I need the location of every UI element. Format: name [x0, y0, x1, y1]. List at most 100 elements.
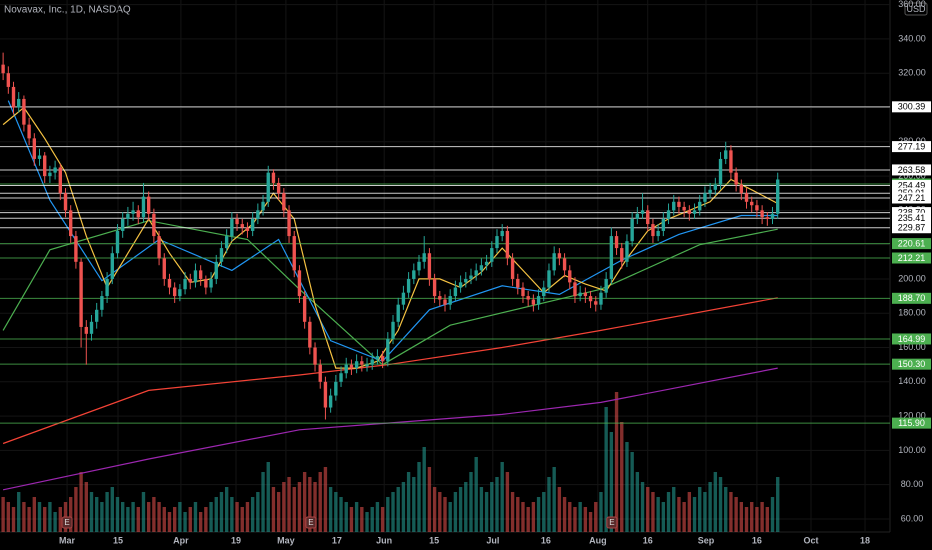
volume-bar — [110, 487, 114, 532]
candle-body — [323, 381, 328, 408]
candle-body — [568, 270, 572, 283]
volume-bar — [469, 472, 473, 532]
candle-body — [328, 395, 333, 408]
candle-body — [718, 158, 723, 185]
candle-body — [224, 236, 229, 249]
level-label: 150.30 — [898, 359, 926, 369]
candle-body — [646, 210, 650, 225]
candle-body — [271, 172, 276, 183]
currency-box[interactable] — [904, 2, 928, 16]
volume-bar — [583, 507, 588, 532]
x-tick-label: Jun — [376, 535, 392, 545]
y-tick-label: 140.00 — [898, 376, 926, 386]
candle-body — [396, 304, 400, 322]
candle-body — [453, 287, 458, 297]
volume-bar — [432, 487, 437, 532]
volume-bar — [531, 502, 536, 532]
candle-body — [240, 224, 244, 228]
level-label: 188.70 — [898, 293, 926, 303]
candle-body — [302, 296, 307, 322]
candle-body — [349, 364, 354, 369]
candle-body — [214, 261, 218, 279]
candle-body — [573, 282, 577, 297]
volume-bar — [22, 502, 26, 532]
candle-body — [588, 296, 593, 302]
level-badge — [892, 141, 931, 153]
level-label: 247.21 — [898, 193, 926, 203]
candle-body — [744, 193, 749, 202]
level-label: 212.21 — [898, 253, 926, 263]
currency[interactable]: USD — [906, 4, 926, 14]
level-label: 238.70 — [898, 207, 926, 217]
x-tick-label: 16 — [643, 535, 653, 545]
candle-body — [141, 196, 146, 218]
candle-body — [43, 155, 47, 177]
candle-body — [703, 193, 707, 202]
x-tick-label: Jul — [486, 535, 499, 545]
volume-bar — [682, 502, 686, 532]
volume-bar — [209, 502, 213, 532]
earnings-marker[interactable] — [61, 516, 73, 529]
x-tick-label: 15 — [113, 535, 123, 545]
volume-bar — [755, 507, 759, 532]
candle-body — [448, 296, 452, 305]
candle-body — [651, 224, 655, 237]
candle-body — [318, 364, 322, 382]
volume-bar — [609, 432, 614, 532]
x-tick-label: Apr — [173, 535, 189, 545]
candle-body — [672, 201, 676, 211]
candle-body — [105, 278, 109, 297]
volume-bar — [703, 492, 707, 532]
x-tick-label: 19 — [231, 535, 241, 545]
level-label: 229.87 — [898, 223, 926, 233]
earnings-marker[interactable] — [305, 516, 317, 529]
candle-body — [562, 258, 567, 271]
volume-bar — [739, 502, 744, 532]
candle-body — [276, 182, 281, 194]
candle-body — [261, 201, 265, 211]
earnings-marker[interactable] — [606, 516, 618, 529]
volume-bar — [760, 502, 764, 532]
volume-bar — [547, 477, 551, 532]
candle-body — [776, 179, 780, 214]
earnings-label[interactable]: E — [308, 518, 313, 527]
candle-body — [599, 292, 603, 305]
candle-body — [765, 217, 770, 219]
volume-bar — [656, 497, 660, 532]
volume-bar — [276, 492, 281, 532]
candle-body — [625, 241, 629, 262]
earnings-label[interactable]: E — [64, 518, 69, 527]
candle-body — [729, 150, 733, 173]
candle-body — [386, 338, 390, 362]
volume-bar — [53, 512, 57, 532]
volume-bar — [240, 507, 244, 532]
volume-bar — [235, 502, 239, 532]
level-badge — [892, 417, 931, 429]
volume-bar — [287, 477, 291, 532]
candle-body — [417, 261, 421, 271]
earnings-label[interactable]: E — [609, 518, 614, 527]
volume-bar — [666, 492, 671, 532]
candle-body — [53, 167, 57, 173]
volume-bar — [635, 472, 640, 532]
volume-bar — [625, 442, 629, 532]
candle-body — [542, 287, 546, 297]
volume-bar — [734, 497, 738, 532]
volume-bar — [474, 457, 478, 532]
candle-body — [604, 278, 608, 293]
x-tick-label: Oct — [803, 535, 818, 545]
candle-body — [17, 98, 21, 108]
candle-body — [739, 184, 744, 194]
candle-body — [750, 201, 754, 206]
candle-body — [682, 206, 686, 211]
volume-bar — [344, 502, 348, 532]
x-tick-label: 15 — [429, 535, 439, 545]
volume-bar — [568, 502, 572, 532]
level-label: 235.41 — [898, 213, 926, 223]
candle-body — [458, 282, 463, 288]
volume-bar — [178, 502, 182, 532]
volume-bar — [484, 492, 489, 532]
volume-bar — [95, 497, 99, 532]
candle-body — [578, 292, 582, 297]
candle-body — [282, 193, 286, 211]
